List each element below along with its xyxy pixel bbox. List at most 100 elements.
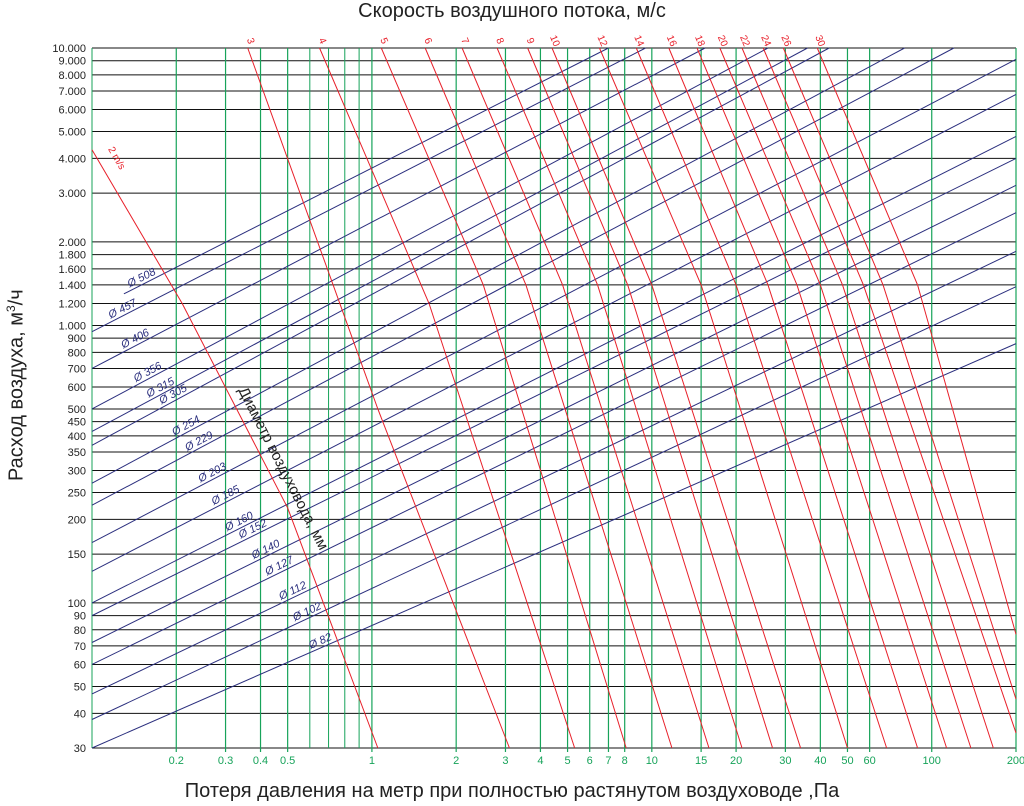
- chart-title: Скорость воздушного потока, м/с: [358, 0, 666, 22]
- velocity-line-26: [782, 47, 1017, 700]
- x-tick-label: 0.3: [218, 755, 233, 767]
- y-tick-label: 80: [74, 625, 86, 637]
- velocity-line-14: [635, 47, 888, 749]
- y-tick-label: 1.600: [58, 264, 86, 276]
- y-tick-label: 500: [68, 404, 86, 416]
- velocity-line-3: [247, 47, 510, 749]
- x-tick-labels: 0.2 0.3 0.4 0.5 1 2 3 4 5 6 7 8 10 15 20 30 40 50 60 100 200: [169, 755, 1024, 767]
- diameter-line-315: [91, 47, 808, 432]
- y-tick-label: 700: [68, 363, 86, 375]
- velocity-label: 4: [316, 36, 328, 46]
- diameter-line-508: [123, 47, 609, 295]
- y-tick-label: 100: [68, 598, 86, 610]
- x-tick-label: 15: [695, 755, 707, 767]
- y-tick-label: 7.000: [58, 86, 86, 98]
- y-tick-label: 350: [68, 447, 86, 459]
- velocity-label: 8: [493, 36, 505, 46]
- x-tick-label: 5: [565, 755, 571, 767]
- y-tick-label: 3.000: [58, 188, 86, 200]
- velocity-line-5: [380, 47, 627, 749]
- velocity-label: 16: [664, 34, 679, 49]
- diameter-label: Ø 102: [290, 600, 323, 624]
- velocity-series: [91, 47, 1017, 749]
- y-tick-label: 300: [68, 466, 86, 478]
- y-tick-label: 1.200: [58, 298, 86, 310]
- velocity-line-4: [319, 47, 576, 749]
- x-tick-label: 7: [605, 755, 611, 767]
- velocity-line-20: [719, 47, 972, 749]
- velocity-line-16: [668, 47, 919, 749]
- y-gridlines: [92, 47, 1016, 749]
- x-tick-label: 60: [864, 755, 876, 767]
- velocity-label: 26: [778, 34, 793, 49]
- x-tick-label: 20: [730, 755, 742, 767]
- y-tick-label: 60: [74, 659, 86, 671]
- velocity-label: 12: [595, 34, 610, 49]
- diameter-series: [91, 47, 1017, 749]
- velocity-line-30: [816, 47, 1017, 635]
- velocity-label: 30: [812, 34, 827, 49]
- diameter-label: Ø 140: [249, 537, 283, 562]
- velocity-line-6: [424, 47, 673, 749]
- velocity-line-12: [598, 47, 848, 749]
- y-tick-label: 10.000: [52, 43, 86, 55]
- x-tick-label: 40: [814, 755, 826, 767]
- velocity-line-9: [527, 47, 774, 749]
- diameter-line-140: [91, 184, 1017, 643]
- y-tick-label: 70: [74, 641, 86, 653]
- diameter-line-127: [91, 212, 1017, 665]
- diameter-line-356: [91, 47, 769, 410]
- x-tick-label: 8: [622, 755, 628, 767]
- velocity-line-7: [461, 47, 710, 749]
- velocity-label: 24: [758, 34, 773, 49]
- y-tick-label: 150: [68, 549, 86, 561]
- y-tick-label: 2.000: [58, 237, 86, 249]
- velocity-line-24: [762, 47, 1017, 734]
- y-axis-label: Расход воздуха, м3/ч: [4, 289, 28, 481]
- velocity-label: 7: [458, 36, 470, 46]
- x-tick-label: 10: [646, 755, 658, 767]
- diameter-label: Ø 457: [106, 297, 140, 322]
- y-tick-label: 8.000: [58, 70, 86, 82]
- velocity-line-18: [696, 47, 948, 749]
- velocity-label: 20: [715, 34, 730, 49]
- diameter-line-406: [91, 47, 706, 369]
- velocity-labels: 2 m/s3 4 5 6 7 8 9 10 12 14 16 18 20 22 24 26 30: [105, 34, 827, 172]
- x-tick-label: 0.4: [253, 755, 268, 767]
- diameter-line-305: [91, 47, 830, 446]
- x-axis-label: Потеря давления на метр при полностью ра…: [184, 780, 840, 802]
- y-tick-label: 200: [68, 514, 86, 526]
- y-tick-label: 600: [68, 382, 86, 394]
- x-tick-label: 50: [841, 755, 853, 767]
- y-tick-label: 9.000: [58, 56, 86, 68]
- y-tick-label: 90: [74, 611, 86, 623]
- velocity-label: 9: [524, 36, 536, 46]
- diameter-label: Ø 406: [118, 326, 152, 351]
- y-tick-label: 40: [74, 708, 86, 720]
- diameter-line-102: [91, 286, 1017, 720]
- diameter-label: Ø 112: [276, 579, 308, 603]
- diameter-label: Ø 127: [262, 554, 296, 579]
- x-tick-label: 3: [502, 755, 508, 767]
- y-tick-label: 30: [74, 743, 86, 755]
- y-tick-label: 4.000: [58, 153, 86, 165]
- x-tick-label: 1: [369, 755, 375, 767]
- y-tick-label: 6.000: [58, 105, 86, 117]
- y-tick-label: 50: [74, 681, 86, 693]
- velocity-label: 3: [244, 37, 256, 46]
- diameter-line-185: [91, 94, 1017, 572]
- y-tick-label: 400: [68, 431, 86, 443]
- x-tick-label: 100: [923, 755, 941, 767]
- y-tick-label: 250: [68, 488, 86, 500]
- diameter-label: Ø 508: [125, 266, 159, 291]
- y-tick-label: 800: [68, 347, 86, 359]
- velocity-label: 5: [377, 36, 389, 46]
- velocity-line-2-m-s: [91, 149, 379, 749]
- diameter-line-229: [91, 47, 955, 506]
- x-tick-label: 30: [779, 755, 791, 767]
- velocity-label: 6: [421, 36, 433, 46]
- diameter-label: Ø 203: [195, 460, 229, 485]
- velocity-label: 10: [547, 34, 562, 49]
